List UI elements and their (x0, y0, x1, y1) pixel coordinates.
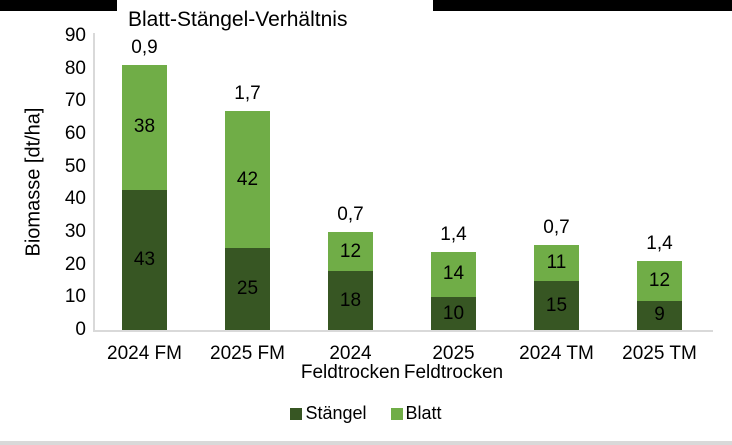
data-label-stem: 25 (236, 278, 259, 300)
y-tick-label: 30 (64, 221, 86, 242)
y-tick-label: 70 (64, 90, 86, 112)
data-label-leaf: 11 (546, 252, 567, 274)
bar-segment-stem (431, 297, 476, 330)
ratio-label: 1,7 (234, 83, 261, 105)
data-label-leaf: 42 (236, 168, 259, 190)
x-category-label: 2024 TM (519, 343, 594, 364)
ratio-label: 0,9 (131, 37, 158, 59)
bottom-edge-strip (0, 441, 732, 445)
bar-segment-leaf (328, 232, 373, 272)
bar-segment-leaf (534, 245, 579, 281)
data-label-leaf: 12 (648, 270, 671, 291)
y-tick-label: 10 (64, 286, 86, 308)
header-bar-right-fragment (433, 0, 732, 11)
y-tick-label: 80 (64, 57, 86, 79)
legend-label-staengel: Stängel (305, 403, 367, 423)
y-tick-label: 0 (75, 319, 86, 340)
legend: Stängel Blatt (0, 403, 732, 424)
legend-label-blatt: Blatt (405, 403, 442, 423)
data-label-stem: 15 (545, 294, 568, 316)
data-label-leaf: 12 (339, 240, 362, 262)
bar-segment-stem (534, 281, 579, 330)
legend-item-staengel: Stängel (290, 403, 367, 424)
x-category-label: 2024 FM (107, 343, 182, 364)
bar-segment-leaf (225, 111, 270, 249)
data-label-leaf: 14 (442, 263, 465, 285)
data-label-stem: 18 (339, 289, 362, 311)
bar-segment-stem (122, 189, 167, 330)
x-category-label: 2025 FM (210, 343, 285, 364)
bar-segment-leaf (122, 65, 167, 190)
data-label-stem: 43 (133, 248, 156, 270)
data-label-leaf: 38 (133, 116, 156, 138)
bar-segment-leaf (431, 251, 476, 298)
x-category-label-line2: Feldtrocken (403, 362, 504, 383)
data-label-stem: 10 (442, 302, 465, 324)
bar-segment-stem (328, 271, 373, 330)
bar-segment-stem (637, 300, 682, 330)
ratio-label: 0,7 (543, 217, 570, 239)
bar-segment-leaf (637, 261, 682, 301)
x-category-label: 2025 TM (622, 343, 697, 364)
chart-title: Blatt-Stängel-Verhältnis (128, 8, 348, 31)
y-axis-title: Biomasse [dt/ha] (22, 107, 45, 257)
y-tick-label: 90 (64, 25, 86, 46)
ratio-label: 0,7 (337, 204, 364, 225)
legend-item-blatt: Blatt (390, 403, 442, 424)
data-label-stem: 9 (654, 304, 665, 326)
x-axis-line (93, 330, 713, 332)
legend-swatch-staengel-icon (290, 407, 303, 420)
y-tick-label: 60 (64, 123, 86, 144)
ratio-label: 1,4 (440, 223, 467, 245)
header-bar-left-fragment (0, 0, 117, 11)
bar-segment-stem (225, 248, 270, 330)
ratio-label: 1,4 (646, 233, 673, 255)
legend-swatch-blatt-icon (390, 407, 403, 420)
x-category-label: 2025 (432, 343, 475, 364)
x-category-label: 2024 (329, 343, 372, 364)
y-tick-label: 20 (64, 253, 86, 275)
y-tick-label: 40 (64, 188, 86, 210)
y-axis-line (93, 33, 95, 331)
x-category-label-line2: Feldtrocken (300, 362, 401, 383)
y-tick-label: 50 (64, 155, 86, 177)
